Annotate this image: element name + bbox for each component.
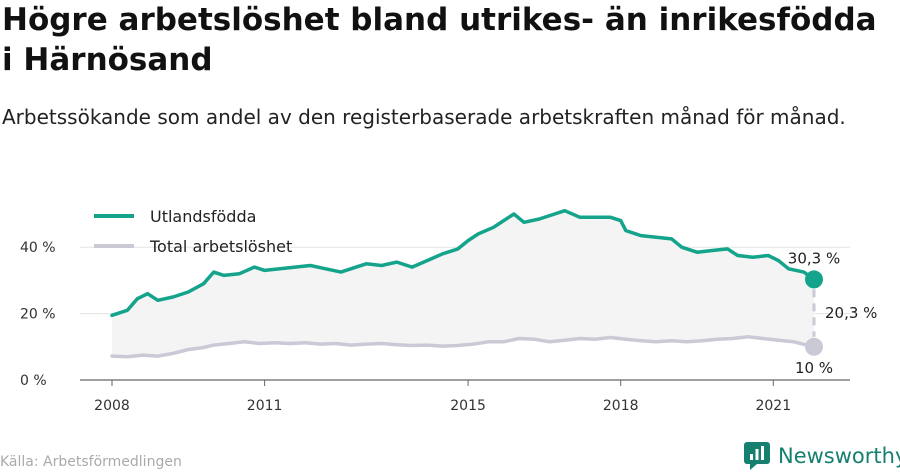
newsworthy-logo-icon (744, 442, 770, 470)
gap-area (112, 210, 814, 357)
legend-label: Utlandsfödda (150, 207, 256, 226)
series-line-foreign-born (110, 208, 816, 318)
y-tick-label: 0 % (20, 373, 47, 389)
end-label-foreign-born: 30,3 % (788, 249, 840, 267)
brand-logo[interactable]: Newsworthy (744, 441, 900, 471)
annotation-layer: 30,3 % 10 % 20,3 % (788, 249, 878, 376)
y-tick-label: 20 % (20, 307, 56, 323)
end-point-foreign-born (805, 270, 823, 289)
brand-name: Newsworthy (778, 444, 900, 468)
x-tick-label: 2018 (603, 398, 639, 414)
chart-title: Högre arbetslöshet bland utrikes- än inr… (2, 2, 877, 78)
y-tick-label: 40 % (20, 240, 56, 256)
difference-label: 20,3 % (825, 304, 877, 322)
axis-layer: 0 % 20 % 40 % 2008 2011 2015 2018 2021 (20, 240, 850, 414)
series-line-total (110, 335, 816, 359)
chart-subtitle: Arbetssökande som andel av den registerb… (2, 105, 846, 129)
legend: Utlandsfödda Total arbetslöshet (94, 207, 292, 256)
legend-label: Total arbetslöshet (149, 237, 292, 256)
end-point-total (805, 337, 823, 356)
legend-swatch (94, 214, 134, 218)
legend-swatch (94, 244, 134, 248)
x-tick-label: 2021 (755, 398, 791, 414)
end-label-total: 10 % (795, 359, 833, 377)
source-note: Källa: Arbetsförmedlingen (0, 454, 182, 470)
x-tick-label: 2011 (247, 398, 283, 414)
x-tick-label: 2015 (450, 398, 486, 414)
x-tick-label: 2008 (94, 398, 130, 414)
